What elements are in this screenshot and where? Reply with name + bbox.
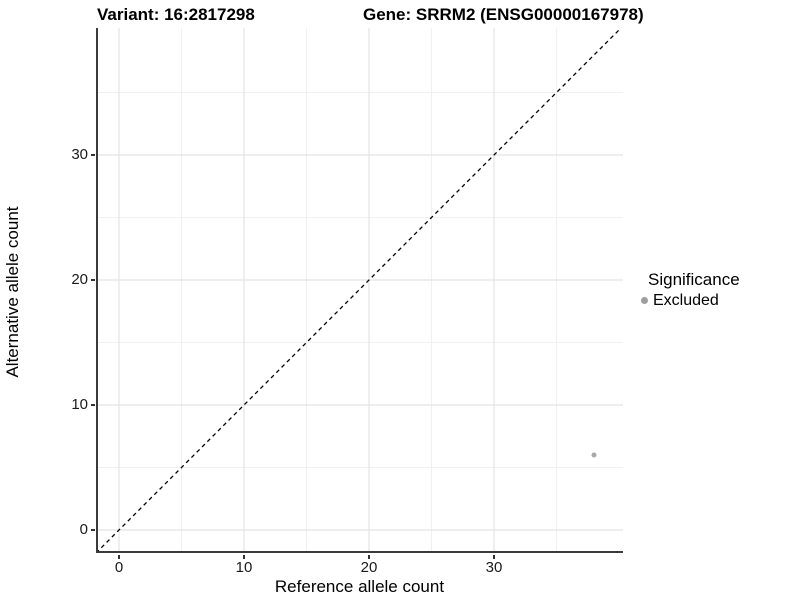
- plot-panel: [96, 28, 623, 553]
- x-tick-mark: [118, 555, 120, 559]
- plot-area: [96, 28, 623, 553]
- x-tick-mark: [493, 555, 495, 559]
- x-tick-label: 20: [360, 559, 378, 576]
- y-tick-mark: [91, 279, 95, 281]
- x-tick-mark: [368, 555, 370, 559]
- data-point: [591, 452, 597, 458]
- legend-item-excluded: Excluded: [638, 290, 740, 311]
- y-tick-label: 20: [71, 271, 88, 288]
- x-tick-label: 0: [114, 559, 124, 576]
- x-axis-title: Reference allele count: [274, 577, 445, 596]
- y-tick-label: 10: [71, 396, 88, 413]
- legend-title: Significance: [648, 270, 740, 289]
- y-tick-mark: [91, 404, 95, 406]
- x-tick-mark: [243, 555, 245, 559]
- x-tick-label: 30: [485, 559, 503, 576]
- y-tick-mark: [91, 154, 95, 156]
- identity-line: [96, 28, 622, 553]
- y-tick-label: 0: [79, 521, 88, 538]
- excluded-point-icon: [641, 297, 648, 304]
- variant-title: Variant: 16:2817298: [97, 5, 255, 24]
- y-tick-label: 30: [71, 146, 88, 163]
- x-tick-label: 10: [235, 559, 253, 576]
- legend: Significance Excluded: [638, 269, 740, 311]
- legend-item-label: Excluded: [653, 292, 719, 309]
- y-tick-mark: [91, 529, 95, 531]
- gene-title: Gene: SRRM2 (ENSG00000167978): [363, 5, 644, 24]
- y-axis-title: Alternative allele count: [3, 206, 22, 378]
